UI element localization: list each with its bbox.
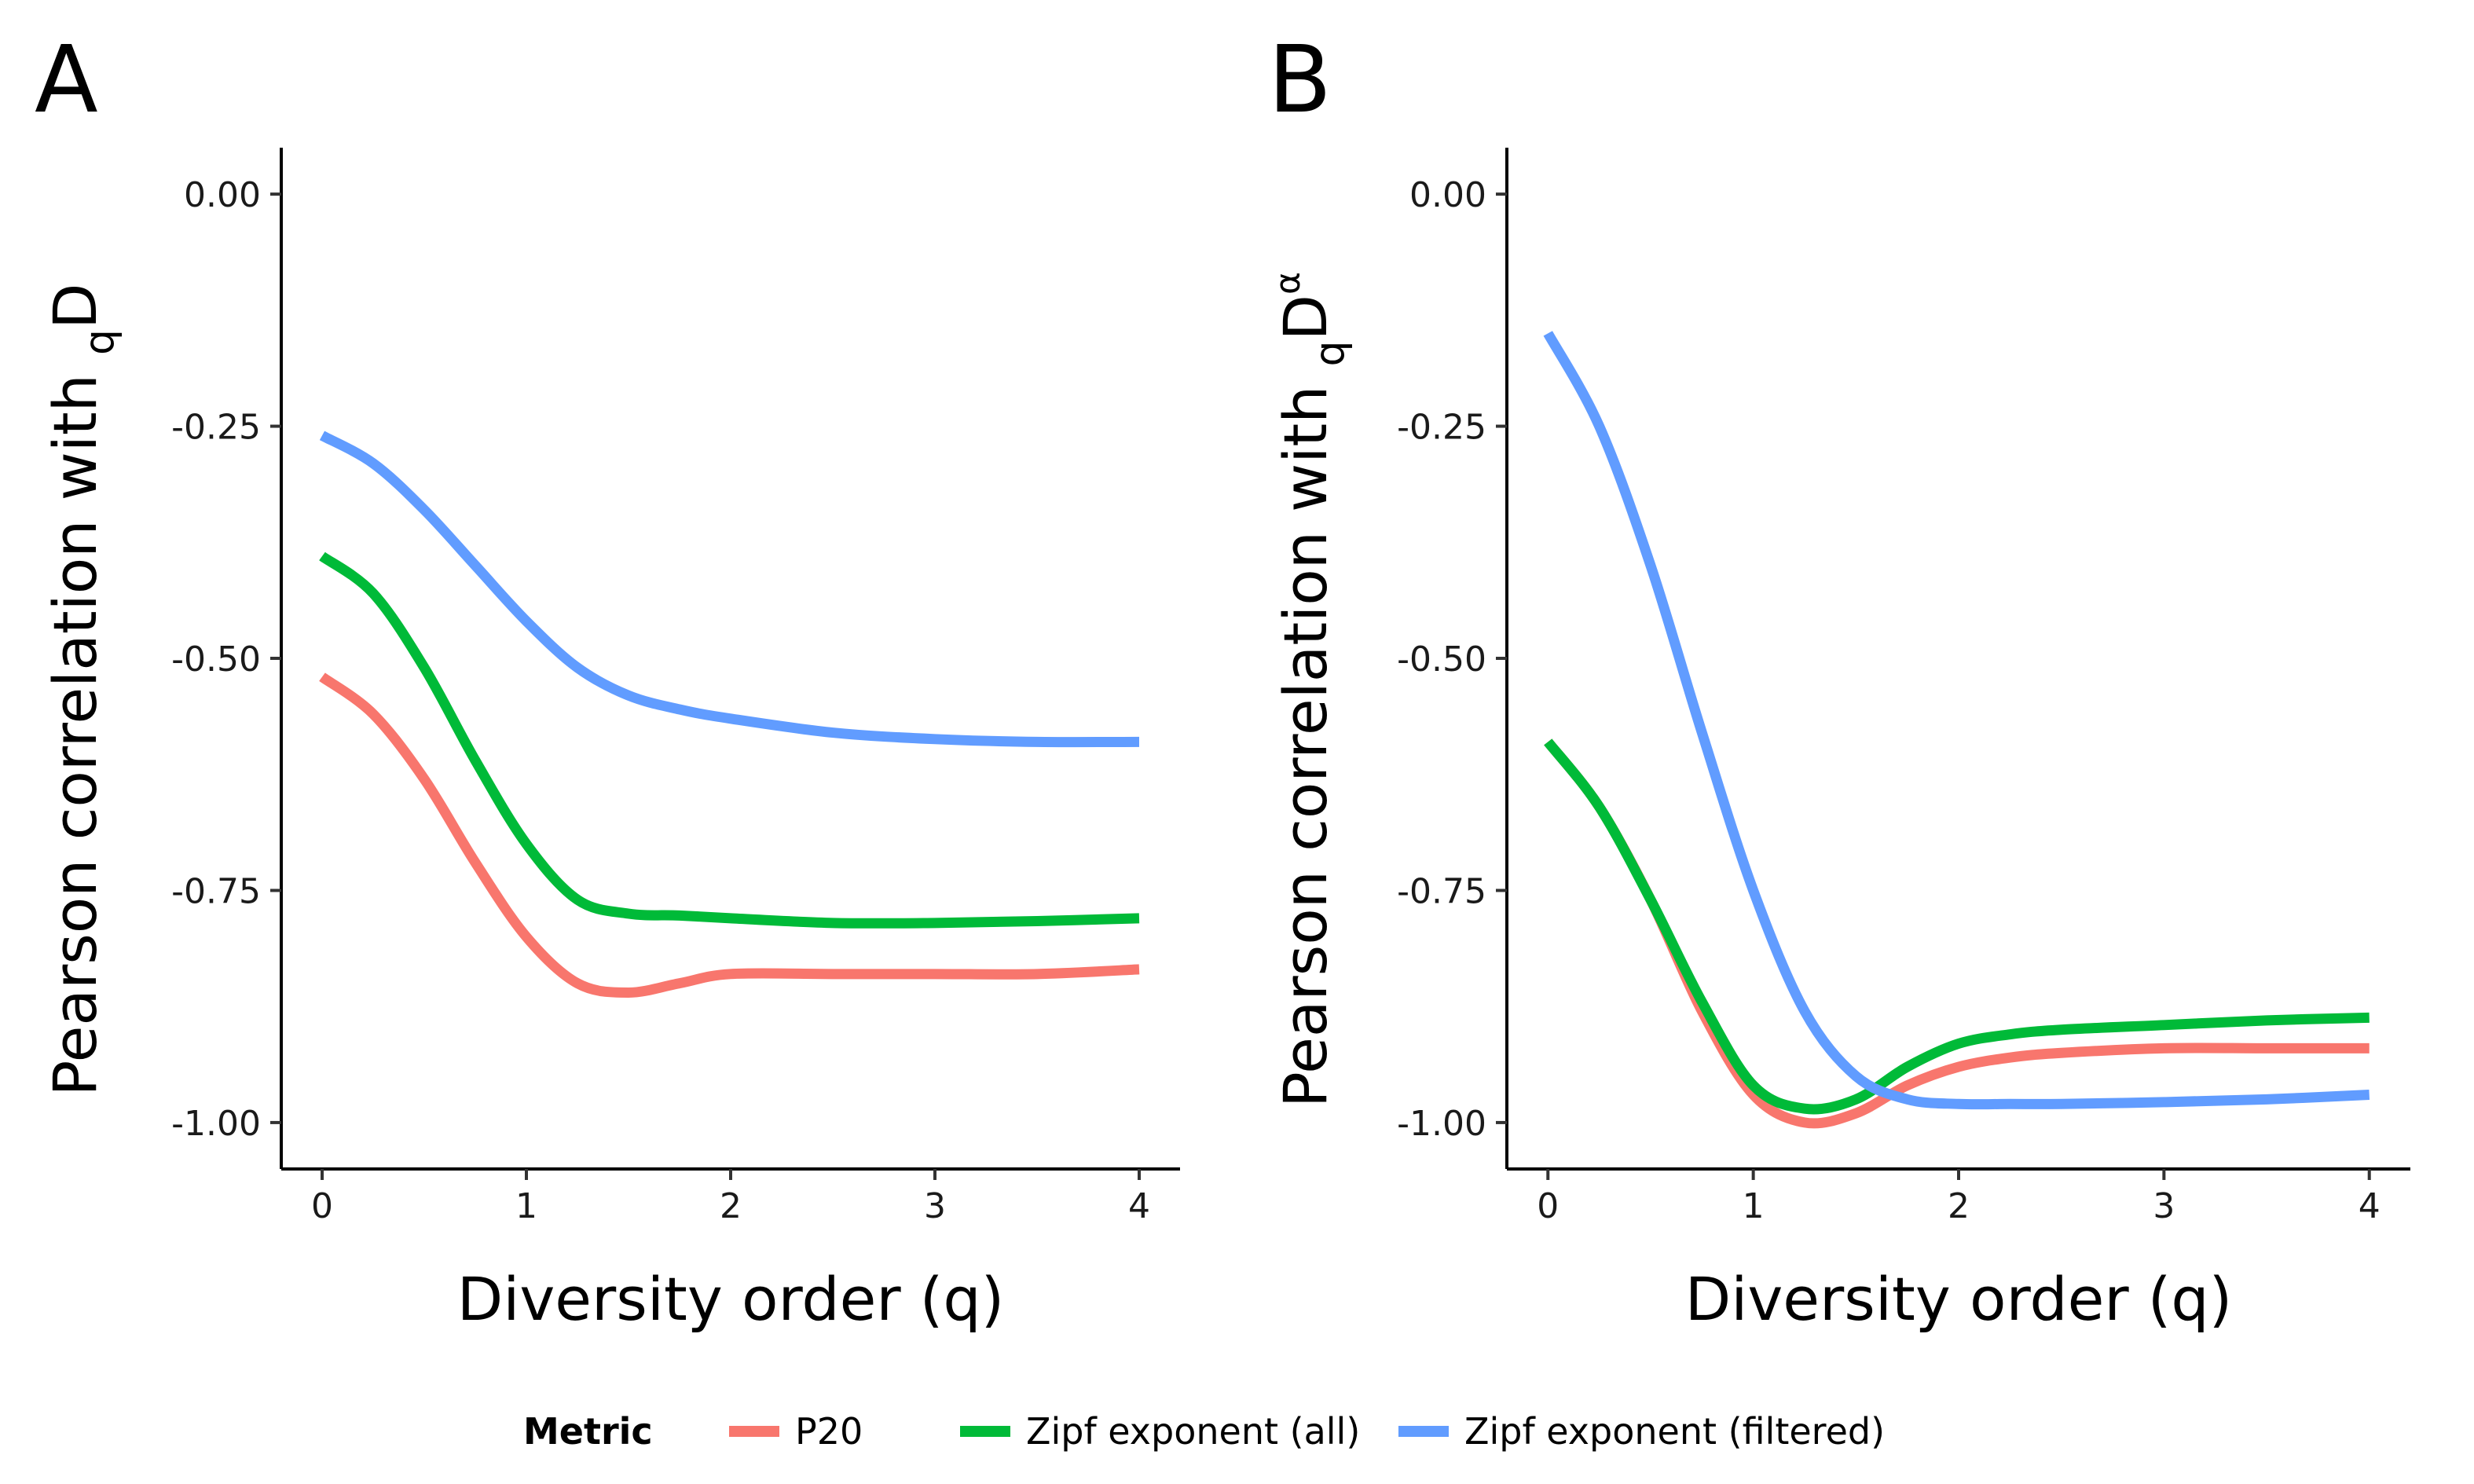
y-tick-label: -1.00 — [1397, 1104, 1486, 1144]
y-axis-title: Pearson correlation with qDα — [1268, 272, 1354, 1108]
x-tick-label: 2 — [720, 1186, 742, 1226]
x-tick-label: 4 — [2359, 1186, 2381, 1226]
y-axis-title-subscript: q — [76, 329, 123, 355]
y-tick-label: -0.75 — [1397, 871, 1486, 911]
panel-label: B — [1268, 25, 1332, 134]
x-tick-label: 0 — [1537, 1186, 1559, 1226]
series-line-zipf-exponent-filtered — [319, 431, 1140, 748]
x-tick-label: 4 — [1128, 1186, 1150, 1226]
x-tick-label: 0 — [311, 1186, 333, 1226]
x-tick-label: 1 — [1743, 1186, 1765, 1226]
y-tick-label: 0.00 — [1409, 175, 1486, 215]
y-tick-label: -0.25 — [1397, 408, 1486, 448]
x-tick-label: 1 — [515, 1186, 537, 1226]
y-tick-label: 0.00 — [184, 175, 261, 215]
panel-a: A 0.00 -0.25 -0.50 -0.75 -1.00 0 1 2 3 4 Diversity … — [35, 25, 1180, 1334]
y-tick-label: -0.25 — [171, 408, 261, 448]
x-tick-label: 3 — [2153, 1186, 2175, 1226]
y-axis-title-superscript: α — [1268, 272, 1308, 295]
x-tick-label: 2 — [1948, 1186, 1970, 1226]
x-tick-label: 3 — [924, 1186, 946, 1226]
y-axis-title-main: D — [1270, 295, 1340, 341]
series-line-zipf-exponent-all — [1544, 738, 2370, 1115]
y-axis-title-main: D — [40, 283, 110, 329]
legend: Metric P20 Zipf exponent (all) Zipf exponen… — [523, 1410, 1885, 1453]
series-line-zipf-exponent-filtered — [1543, 331, 2370, 1110]
y-tick-label: -1.00 — [171, 1104, 261, 1144]
x-axis-title: Diversity order (q) — [1685, 1264, 2233, 1334]
y-tick-label: -0.50 — [171, 639, 261, 680]
y-axis-title-subscript: q — [1307, 341, 1354, 367]
legend-item-label: Zipf exponent (filtered) — [1464, 1410, 1885, 1453]
panel-label: A — [35, 25, 98, 134]
x-axis-title: Diversity order (q) — [457, 1264, 1005, 1334]
y-tick-label: -0.75 — [171, 871, 261, 911]
y-axis-title: Pearson correlation with qD — [40, 283, 123, 1096]
series-line-zipf-exponent-all — [319, 551, 1140, 929]
legend-item-label: Zipf exponent (all) — [1026, 1410, 1360, 1453]
legend-title: Metric — [523, 1410, 653, 1453]
legend-item-label: P20 — [795, 1410, 863, 1453]
panel-b: B 0.00 -0.25 -0.50 -0.75 -1.00 0 1 2 3 4 Diversity … — [1268, 25, 2410, 1334]
y-tick-label: -0.50 — [1397, 639, 1486, 680]
series-line-p20 — [319, 672, 1140, 998]
y-axis-title-text: Pearson correlation with — [40, 355, 110, 1096]
y-axis-title-text: Pearson correlation with — [1270, 367, 1340, 1108]
